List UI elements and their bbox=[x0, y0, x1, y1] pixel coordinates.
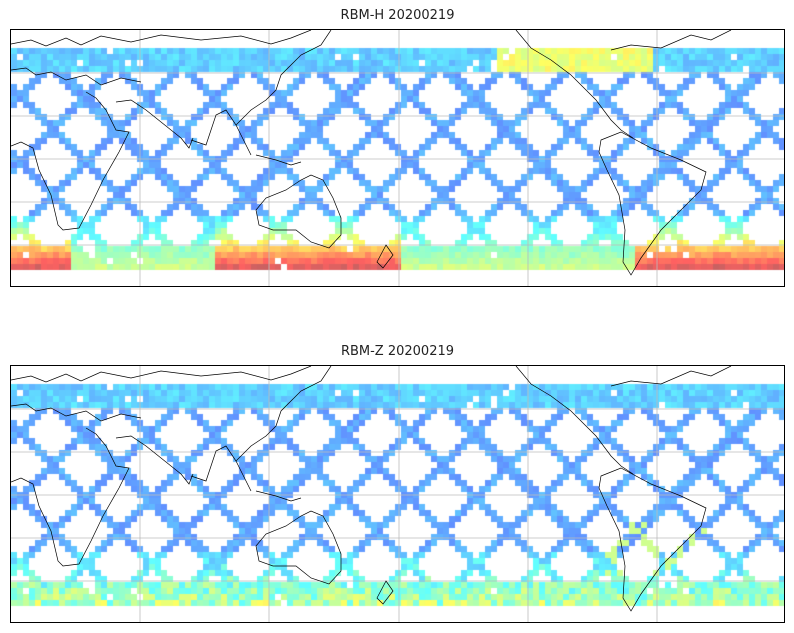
coastline bbox=[190, 445, 252, 492]
coastline bbox=[255, 174, 342, 249]
coastline bbox=[376, 244, 394, 269]
coastline bbox=[515, 30, 634, 139]
coastline bbox=[255, 510, 342, 585]
map-title-rbm-z: RBM-Z 20200219 bbox=[340, 344, 455, 359]
coastline bbox=[598, 467, 707, 612]
coastline bbox=[11, 366, 312, 383]
map-title-rbm-h: RBM-H 20200219 bbox=[340, 8, 455, 23]
coastline bbox=[515, 366, 634, 475]
coastline bbox=[11, 427, 130, 567]
coastline bbox=[255, 154, 302, 166]
coastline-gridline-layer bbox=[11, 30, 784, 286]
coastline bbox=[598, 131, 707, 276]
coastline bbox=[235, 30, 332, 126]
coastline bbox=[115, 435, 194, 485]
coastline bbox=[190, 109, 252, 156]
coastline-gridline-layer bbox=[11, 366, 784, 622]
coastline bbox=[376, 580, 394, 605]
map-panel-rbm-z bbox=[10, 365, 785, 623]
coastline bbox=[11, 67, 142, 86]
coastline bbox=[235, 366, 332, 462]
coastline bbox=[610, 30, 732, 51]
coastline bbox=[610, 366, 732, 387]
coastline bbox=[11, 403, 142, 422]
map-panel-rbm-h bbox=[10, 29, 785, 287]
coastline bbox=[255, 490, 302, 502]
coastline bbox=[11, 91, 130, 231]
coastline bbox=[11, 30, 312, 47]
coastline bbox=[115, 99, 194, 149]
